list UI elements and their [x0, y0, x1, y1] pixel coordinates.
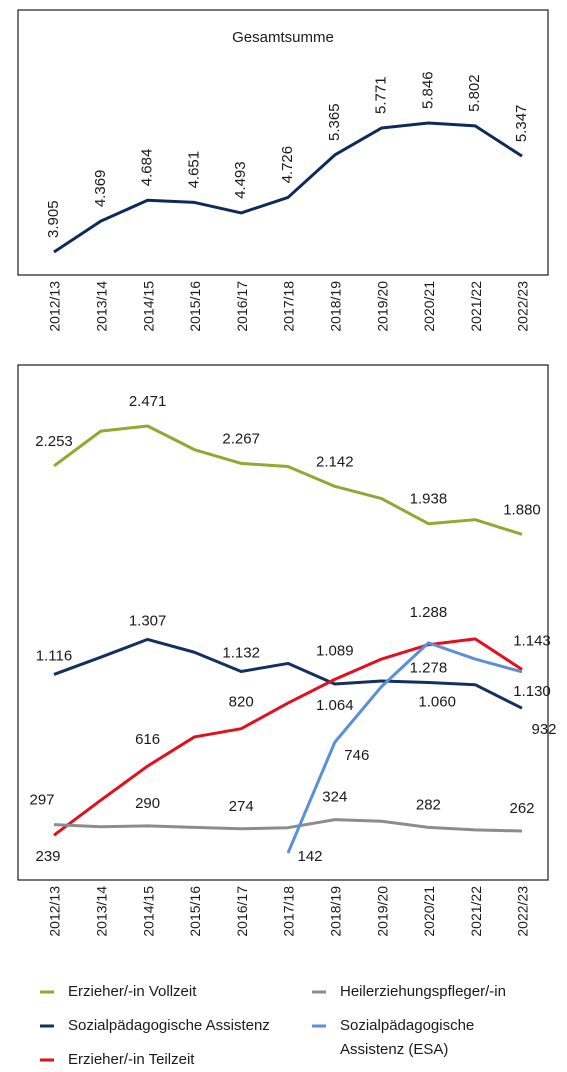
- top-frame: [17, 9, 549, 276]
- data-label: 290: [135, 795, 160, 812]
- x-tick-label: 2017/18: [281, 281, 297, 332]
- data-label: 1.116: [36, 647, 72, 664]
- data-label: 1.130: [513, 683, 551, 700]
- x-tick-label: 2022/23: [515, 281, 531, 332]
- data-label: 4.684: [139, 149, 156, 187]
- bottom-frame: [17, 364, 549, 881]
- data-label: 4.726: [279, 146, 296, 184]
- x-tick-label: 2014/15: [140, 886, 156, 937]
- data-label: 2.471: [129, 393, 167, 410]
- x-tick-label: 2014/15: [140, 281, 156, 332]
- data-label: 297: [29, 792, 54, 809]
- legend-label: Sozialpädagogische Assistenz: [68, 1017, 270, 1034]
- x-tick-label: 2013/14: [94, 281, 110, 332]
- data-label: 239: [35, 848, 60, 865]
- data-label: 5.846: [419, 71, 436, 109]
- data-label: 1.288: [410, 604, 448, 621]
- data-label: 1.089: [316, 642, 354, 659]
- data-label: 142: [297, 848, 322, 865]
- legend-label: Erzieher/-in Teilzeit: [68, 1051, 195, 1068]
- x-tick-label: 2015/16: [187, 281, 203, 332]
- data-label: 1.132: [222, 644, 260, 661]
- data-label: 1.278: [410, 660, 448, 677]
- x-tick-label: 2013/14: [94, 886, 110, 937]
- data-label: 324: [322, 789, 347, 806]
- data-label: 2.253: [35, 433, 73, 450]
- series-line: [53, 637, 523, 837]
- data-label: 1.938: [410, 491, 448, 508]
- legend-label: Sozialpädagogische Assistenz (ESA): [340, 1017, 478, 1058]
- data-label: 1.064: [316, 697, 354, 714]
- x-tick-label: 2012/13: [47, 281, 63, 332]
- data-label: 282: [416, 796, 441, 813]
- series-line: [53, 818, 523, 833]
- x-tick-label: 2015/16: [187, 886, 203, 937]
- x-tick-label: 2021/22: [468, 281, 484, 332]
- x-tick-label: 2021/22: [468, 886, 484, 937]
- x-tick-label: 2022/23: [515, 886, 531, 937]
- data-label: 4.493: [232, 161, 249, 199]
- data-label: 5.365: [326, 103, 343, 141]
- data-label: 2.267: [222, 430, 260, 447]
- data-label: 1.880: [503, 501, 541, 518]
- data-label: 820: [229, 694, 254, 711]
- data-label: 4.369: [92, 170, 109, 208]
- x-tick-label: 2020/21: [421, 281, 437, 332]
- x-tick-label: 2016/17: [234, 886, 250, 937]
- data-label: 274: [229, 798, 254, 815]
- x-tick-label: 2018/19: [328, 886, 344, 937]
- data-label: 5.802: [466, 74, 483, 112]
- data-label: 1.307: [129, 612, 167, 629]
- data-label: 5.771: [373, 76, 390, 114]
- x-tick-label: 2020/21: [421, 886, 437, 937]
- x-tick-label: 2016/17: [234, 281, 250, 332]
- data-label: 746: [344, 747, 369, 764]
- series-line: [53, 637, 523, 710]
- series-line: [53, 424, 523, 536]
- data-label: 3.905: [45, 200, 62, 238]
- data-label: 1.060: [418, 694, 456, 711]
- chart-title: Gesamtsumme: [232, 29, 334, 46]
- legend-label: Heilerziehungspfleger/-in: [340, 983, 506, 1000]
- x-tick-label: 2017/18: [281, 886, 297, 937]
- x-tick-label: 2018/19: [328, 281, 344, 332]
- series-line: [53, 121, 523, 254]
- x-tick-label: 2019/20: [374, 281, 390, 332]
- series-line: [286, 641, 523, 854]
- legend-label: Erzieher/-in Vollzeit: [68, 983, 197, 1000]
- x-tick-label: 2019/20: [374, 886, 390, 937]
- data-label: 2.142: [316, 453, 354, 470]
- data-label: 1.143: [513, 632, 551, 649]
- data-label: 5.347: [513, 105, 530, 143]
- data-label: 262: [509, 800, 534, 817]
- data-label: 932: [531, 721, 556, 738]
- data-label: 4.651: [185, 151, 202, 189]
- x-tick-label: 2012/13: [47, 886, 63, 937]
- data-label: 616: [135, 731, 160, 748]
